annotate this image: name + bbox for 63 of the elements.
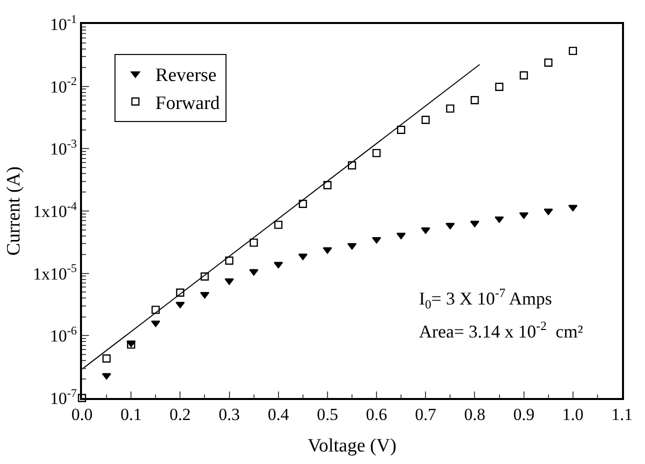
- y-tick-label: 1x10$^{-5}$: [32, 261, 77, 284]
- annotation: Area= 3.14 x 10$^{-2}$ cm²: [419, 319, 584, 342]
- x-tick-label: 0.8: [464, 405, 486, 424]
- point: [250, 238, 258, 247]
- point: [544, 208, 553, 216]
- x-tick-label: 0.1: [120, 405, 142, 424]
- point: [323, 181, 332, 190]
- x-tick-label: 0.5: [316, 405, 338, 424]
- x-axis-title: Voltage (V): [308, 435, 396, 456]
- x-tick-label: 0.3: [218, 405, 240, 424]
- point: [176, 288, 184, 297]
- x-tick-label: 0.6: [366, 405, 388, 424]
- point: [151, 320, 160, 328]
- point: [298, 200, 308, 208]
- y-axis-title: Current (A): [3, 166, 24, 256]
- point: [422, 116, 430, 124]
- point: [224, 278, 234, 285]
- y-tick-label: 10$^{-1}$: [50, 12, 77, 34]
- point: [200, 272, 209, 281]
- point: [78, 394, 86, 402]
- point: [102, 373, 112, 380]
- point: [470, 220, 480, 228]
- y-tick-label: 10$^{-6}$: [50, 323, 77, 346]
- legend-label: Forward: [155, 92, 220, 114]
- point: [102, 354, 111, 363]
- point: [446, 222, 455, 230]
- x-tick-label: 1.0: [562, 405, 584, 424]
- point: [470, 96, 479, 104]
- point: [520, 71, 528, 80]
- point: [322, 247, 332, 254]
- point: [274, 220, 282, 229]
- point: [372, 237, 382, 244]
- point: [446, 104, 454, 113]
- annotation: I$_{0}$= 3 X 10$^{-7}$ Amps: [419, 286, 552, 312]
- y-tick-label: 10$^{-3}$: [50, 136, 77, 159]
- point: [495, 82, 504, 91]
- x-tick-label: 0.7: [415, 405, 437, 424]
- point: [396, 126, 406, 134]
- x-tick-label: 0.2: [170, 405, 191, 424]
- x-tick-label: 0.0: [71, 405, 93, 424]
- point: [494, 216, 504, 223]
- x-tick-label: 0.9: [513, 405, 534, 424]
- point: [347, 243, 357, 250]
- point: [225, 256, 234, 265]
- point: [372, 148, 381, 158]
- point: [568, 46, 578, 56]
- point: [396, 232, 406, 240]
- y-tick-label: 10$^{-7}$: [50, 386, 77, 408]
- point: [152, 306, 160, 314]
- point: [348, 161, 356, 170]
- point: [176, 302, 185, 308]
- point: [274, 262, 283, 268]
- point: [249, 269, 258, 276]
- y-tick-label: 10$^{-2}$: [50, 74, 77, 96]
- y-tick-label: 1x10$^{-4}$: [32, 198, 77, 221]
- x-tick-label: 0.4: [268, 405, 290, 424]
- point: [544, 58, 552, 67]
- legend-label: Reverse: [155, 65, 217, 86]
- point: [298, 254, 308, 260]
- point: [421, 227, 430, 234]
- point: [568, 204, 578, 212]
- point: [519, 212, 528, 219]
- x-tick-label: 1.1: [611, 405, 633, 424]
